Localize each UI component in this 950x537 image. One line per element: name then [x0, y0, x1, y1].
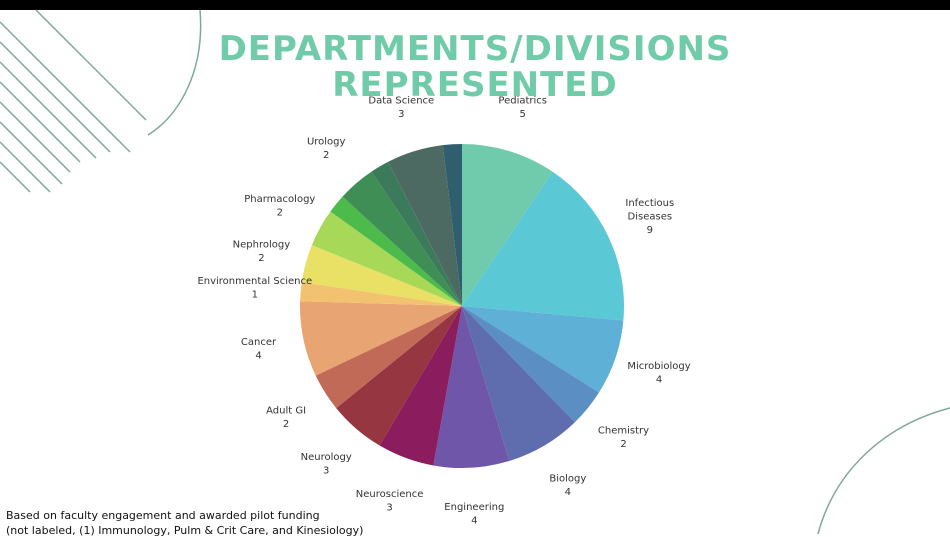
- slice-label-nephrology: Nephrology 2: [233, 239, 291, 264]
- pie-slice-pharmacology: [311, 211, 462, 306]
- slice-label-microbiology: Microbiology 4: [627, 361, 690, 386]
- slice-label-chemistry: Chemistry 2: [598, 425, 649, 450]
- pie-slices: [299, 144, 624, 469]
- pie-slice-infectious-diseases: [462, 171, 624, 321]
- pie-slice-engineering: [433, 306, 510, 469]
- decor-line: [0, 61, 97, 159]
- footnote-line1: Based on faculty engagement and awarded …: [6, 509, 320, 522]
- slice-label-infectious-diseases: Infectious Diseases 9: [625, 198, 674, 236]
- pie-slice-microbiology: [462, 306, 624, 393]
- top-bar: [0, 0, 950, 10]
- slice-label-neurology: Neurology 3: [301, 452, 352, 477]
- slice-label-biology: Biology 4: [549, 473, 586, 498]
- decor-line: [0, 81, 81, 163]
- decor-line: [0, 21, 131, 153]
- pie-slice-pediatrics: [462, 144, 553, 306]
- decor-arc-top: [147, 9, 202, 136]
- decor-line: [0, 121, 63, 185]
- footnote-line2: (not labeled, (1) Immunology, Pulm & Cri…: [6, 524, 364, 537]
- pie-slice-neurology: [336, 306, 462, 446]
- pie-slice-unlabeled-15: [371, 161, 462, 306]
- slice-label-urology: Urology 2: [307, 137, 346, 162]
- pie-slice-nephrology: [301, 245, 462, 306]
- decor-arc-bottom: [817, 407, 950, 534]
- slice-label-adult-gi: Adult GI 2: [266, 405, 306, 430]
- pie-slice-environmental-science: [300, 282, 462, 306]
- slice-label-neuroscience: Neuroscience 3: [356, 489, 424, 514]
- decor-line: [0, 101, 71, 173]
- pie-slice-data-science: [388, 145, 462, 306]
- pie-slice-cancer: [299, 301, 462, 376]
- decor-line: [0, 41, 111, 153]
- decor-line: [0, 161, 31, 193]
- pie-slice-unlabeled-17: [442, 144, 462, 306]
- page-title-line1: DEPARTMENTS/DIVISIONS: [218, 29, 732, 69]
- pie-labels: Pediatrics 5 Infectious Diseases 9 Microbiolo…: [197, 95, 690, 526]
- slice-label-environmental-science: Environmental Science 1: [197, 276, 312, 301]
- slice-label-pharmacology: Pharmacology 2: [244, 194, 315, 219]
- decor-line: [35, 9, 147, 121]
- pie-slice-adult-gi: [315, 306, 462, 409]
- slice-label-cancer: Cancer 4: [241, 337, 277, 362]
- pie-slice-chemistry: [462, 306, 599, 423]
- slice-label-engineering: Engineering 4: [444, 502, 504, 527]
- slice-label-data-science: Data Science 3: [368, 95, 434, 120]
- pie-slice-unlabeled-13: [330, 196, 462, 306]
- pie-slice-urology: [342, 171, 462, 306]
- pie-slice-biology: [462, 306, 575, 461]
- page-title-line2: REPRESENTED: [332, 65, 618, 105]
- pie-slice-neuroscience: [379, 306, 462, 466]
- slice-label-pediatrics: Pediatrics 5: [498, 95, 547, 120]
- decor-line: [0, 141, 51, 193]
